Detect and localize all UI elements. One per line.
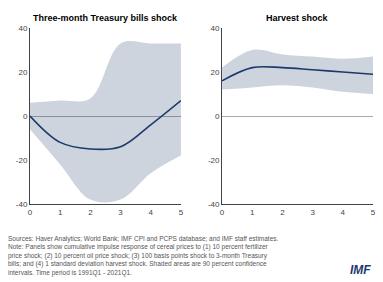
svg-text:40: 40 <box>18 24 27 33</box>
svg-text:2: 2 <box>88 208 93 217</box>
svg-text:40: 40 <box>211 24 220 33</box>
svg-text:4: 4 <box>341 208 346 217</box>
svg-text:0: 0 <box>220 208 225 217</box>
svg-text:2: 2 <box>280 208 285 217</box>
svg-text:3: 3 <box>310 208 315 217</box>
svg-text:20: 20 <box>18 68 27 77</box>
svg-text:4: 4 <box>149 208 154 217</box>
svg-text:IMF: IMF <box>350 263 371 277</box>
svg-text:-20: -20 <box>16 156 28 165</box>
svg-text:Sources: Haver Analytics; Worl: Sources: Haver Analytics; World Bank; IM… <box>8 235 279 277</box>
svg-text:-40: -40 <box>16 200 28 209</box>
svg-text:Harvest shock: Harvest shock <box>266 13 329 23</box>
svg-text:5: 5 <box>179 208 184 217</box>
svg-text:0: 0 <box>215 112 220 121</box>
svg-text:1: 1 <box>58 208 63 217</box>
svg-text:20: 20 <box>211 68 220 77</box>
svg-text:-40: -40 <box>208 200 220 209</box>
svg-text:3: 3 <box>118 208 123 217</box>
svg-text:0: 0 <box>28 208 33 217</box>
svg-text:0: 0 <box>23 112 28 121</box>
svg-text:1: 1 <box>250 208 255 217</box>
svg-text:Three-month Treasury bills sho: Three-month Treasury bills shock <box>33 13 178 23</box>
svg-text:5: 5 <box>371 208 376 217</box>
svg-text:-20: -20 <box>208 156 220 165</box>
